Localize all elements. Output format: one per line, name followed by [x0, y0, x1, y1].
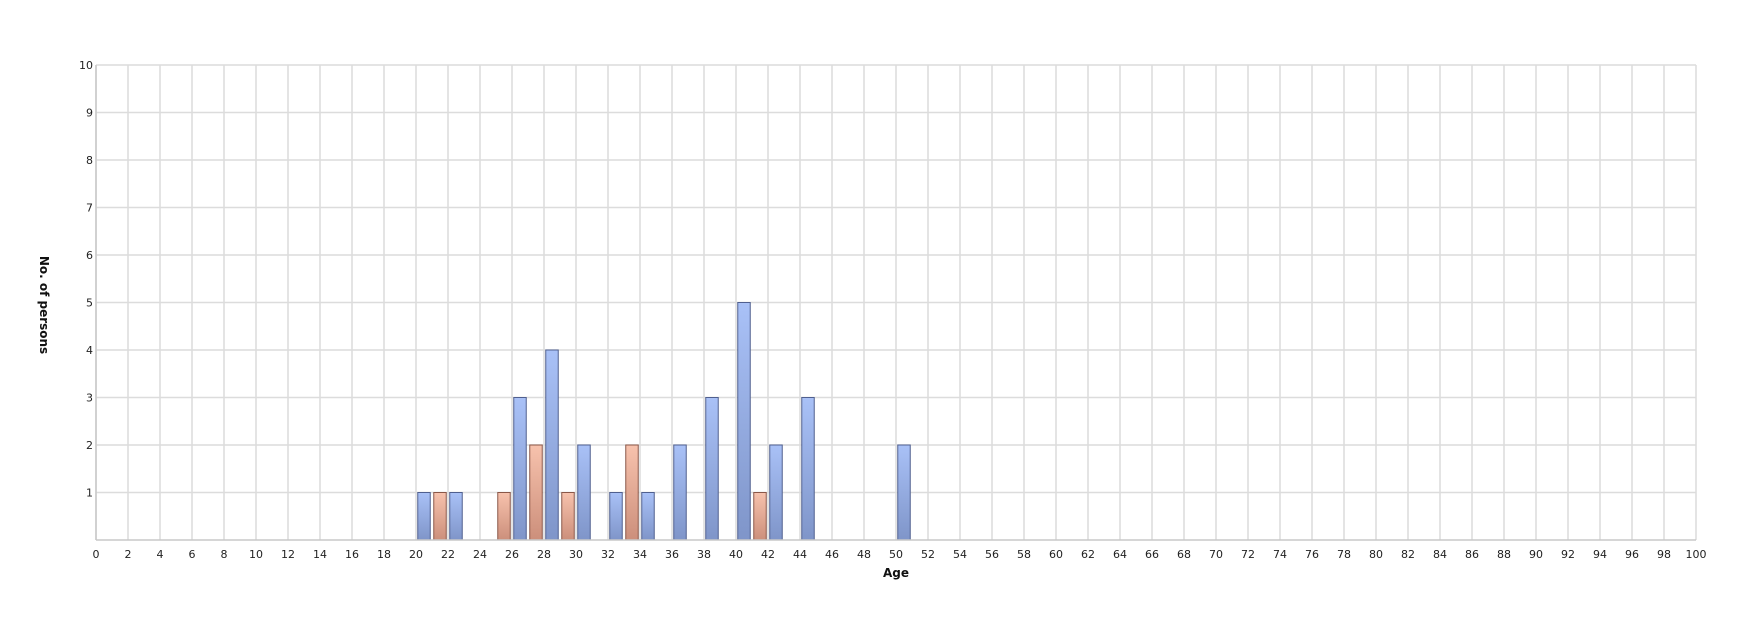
- x-tick-label: 76: [1305, 548, 1319, 561]
- x-axis-label: Age: [883, 566, 909, 580]
- x-tick-label: 52: [921, 548, 935, 561]
- bar: [673, 444, 687, 541]
- axes: [95, 65, 1696, 541]
- bar: [641, 492, 655, 541]
- x-tick-label: 12: [281, 548, 295, 561]
- x-tick-label: 86: [1465, 548, 1479, 561]
- x-tick-label: 30: [569, 548, 583, 561]
- x-tick-label: 26: [505, 548, 519, 561]
- x-tick-label: 92: [1561, 548, 1575, 561]
- y-axis-label: No. of persons: [37, 256, 51, 354]
- y-tick-label: 6: [86, 249, 93, 262]
- bar: [737, 302, 751, 541]
- y-tick-label: 1: [86, 487, 93, 500]
- bar: [609, 492, 623, 541]
- x-tick-label: 96: [1625, 548, 1639, 561]
- y-tick-label: 4: [86, 344, 93, 357]
- bar: [433, 492, 447, 541]
- bar: [897, 444, 911, 541]
- x-tick-label: 40: [729, 548, 743, 561]
- x-tick-label: 74: [1273, 548, 1287, 561]
- x-tick-label: 16: [345, 548, 359, 561]
- x-tick-label: 38: [697, 548, 711, 561]
- x-tick-label: 0: [93, 548, 100, 561]
- y-tick-label: 2: [86, 439, 93, 452]
- x-tick-label: 80: [1369, 548, 1383, 561]
- y-tick-label: 5: [86, 297, 93, 310]
- x-tick-label: 60: [1049, 548, 1063, 561]
- x-tick-label: 2: [125, 548, 132, 561]
- y-tick-label: 7: [86, 202, 93, 215]
- x-tick-label: 44: [793, 548, 807, 561]
- x-tick-label: 42: [761, 548, 775, 561]
- y-tick-label: 9: [86, 107, 93, 120]
- x-tick-label: 82: [1401, 548, 1415, 561]
- bar: [705, 397, 719, 541]
- bar: [529, 444, 543, 541]
- bar: [449, 492, 463, 541]
- x-tick-label: 84: [1433, 548, 1447, 561]
- x-tick-label: 56: [985, 548, 999, 561]
- bar: [417, 492, 431, 541]
- x-tick-label: 10: [249, 548, 263, 561]
- bar: [577, 444, 591, 541]
- grid-lines: [95, 64, 1697, 540]
- bar: [561, 492, 575, 541]
- x-tick-label: 62: [1081, 548, 1095, 561]
- bar: [545, 349, 559, 541]
- x-tick-label: 32: [601, 548, 615, 561]
- x-tick-label: 22: [441, 548, 455, 561]
- bar: [801, 397, 815, 541]
- x-tick-label: 70: [1209, 548, 1223, 561]
- x-tick-label: 36: [665, 548, 679, 561]
- x-tick-label: 90: [1529, 548, 1543, 561]
- bar: [497, 492, 511, 541]
- x-tick-label: 64: [1113, 548, 1127, 561]
- x-tick-label: 4: [157, 548, 164, 561]
- bars: [417, 302, 911, 541]
- x-tick-label: 54: [953, 548, 967, 561]
- x-tick-label: 20: [409, 548, 423, 561]
- x-tick-label: 98: [1657, 548, 1671, 561]
- y-tick-label: 3: [86, 392, 93, 405]
- x-tick-label: 14: [313, 548, 327, 561]
- x-tick-label: 34: [633, 548, 647, 561]
- x-tick-label: 100: [1686, 548, 1707, 561]
- x-tick-label: 18: [377, 548, 391, 561]
- bar: [769, 444, 783, 541]
- x-tick-label: 94: [1593, 548, 1607, 561]
- x-tick-label: 66: [1145, 548, 1159, 561]
- x-tick-label: 58: [1017, 548, 1031, 561]
- x-tick-label: 78: [1337, 548, 1351, 561]
- bar: [753, 492, 767, 541]
- x-tick-label: 88: [1497, 548, 1511, 561]
- tick-labels: 0 2 4 6 8 10 12 14 16 18 20 22 24 26 28 30 32 34 36 38 40 42 4…: [79, 59, 1707, 561]
- y-tick-label: 8: [86, 154, 93, 167]
- y-tick-label: 10: [79, 59, 93, 72]
- x-tick-label: 50: [889, 548, 903, 561]
- x-tick-label: 68: [1177, 548, 1191, 561]
- x-tick-label: 24: [473, 548, 487, 561]
- x-tick-label: 46: [825, 548, 839, 561]
- x-tick-label: 8: [221, 548, 228, 561]
- bar: [513, 397, 527, 541]
- x-tick-label: 72: [1241, 548, 1255, 561]
- bar: [625, 444, 639, 541]
- x-tick-label: 48: [857, 548, 871, 561]
- x-tick-label: 6: [189, 548, 196, 561]
- x-tick-label: 28: [537, 548, 551, 561]
